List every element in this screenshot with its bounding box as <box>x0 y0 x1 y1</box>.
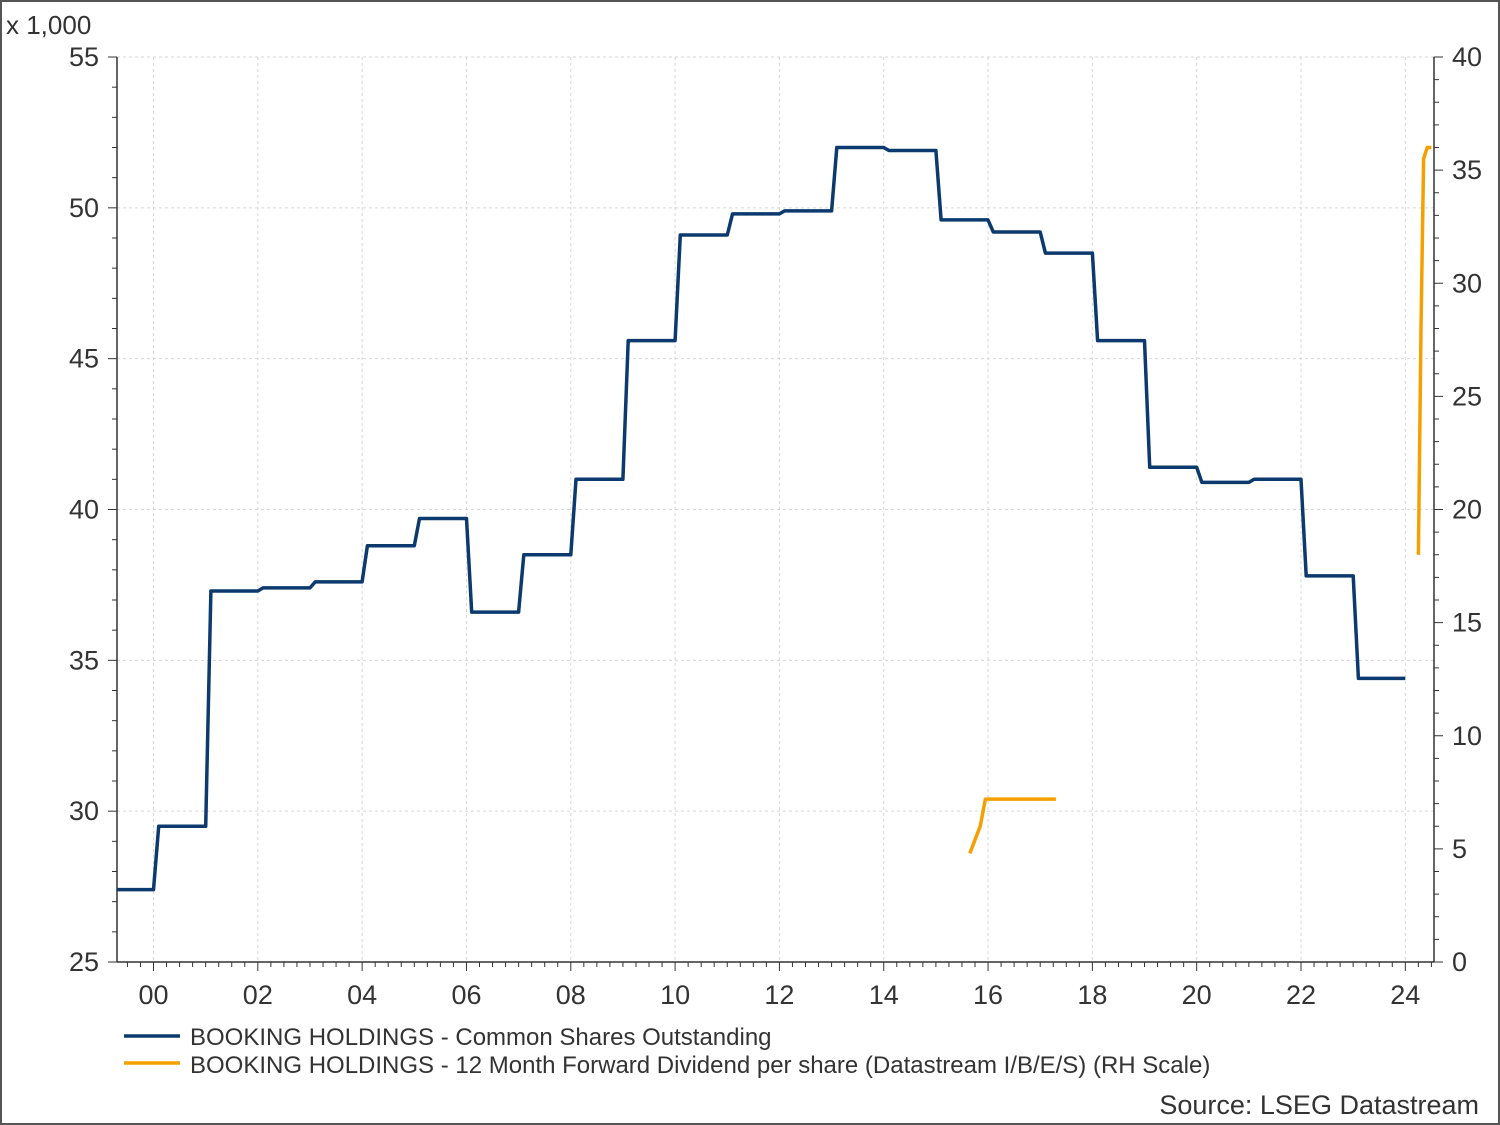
y-left-tick-label: 55 <box>69 42 99 72</box>
series-line-forward-dividend <box>1416 145 1432 555</box>
x-tick-label: 22 <box>1286 980 1316 1010</box>
y-left-tick-label: 30 <box>69 796 99 826</box>
x-tick-label: 02 <box>243 980 273 1010</box>
source-note: Source: LSEG Datastream <box>1159 1090 1479 1120</box>
legend-label-shares: BOOKING HOLDINGS - Common Shares Outstan… <box>190 1024 772 1051</box>
y-right-tick-label: 40 <box>1452 42 1482 72</box>
x-tick-label: 16 <box>973 980 1003 1010</box>
x-tick-label: 14 <box>869 980 899 1010</box>
y-left-tick-label: 45 <box>69 344 99 374</box>
y-right-tick-label: 15 <box>1452 608 1482 638</box>
y-right-tick-label: 20 <box>1452 495 1482 525</box>
x-tick-label: 20 <box>1182 980 1212 1010</box>
x-tick-label: 18 <box>1077 980 1107 1010</box>
x-tick-label: 06 <box>451 980 481 1010</box>
tick-labels: 00 02 04 06 08 10 12 14 16 18 20 22 2425303540455055… <box>69 42 1482 1010</box>
y-right-tick-label: 25 <box>1452 381 1482 411</box>
y-left-tick-label: 35 <box>69 645 99 675</box>
y-right-tick-label: 0 <box>1452 947 1467 977</box>
x-tick-label: 12 <box>764 980 794 1010</box>
series-line-shares-outstanding <box>117 145 1406 892</box>
legend: BOOKING HOLDINGS - Common Shares Outstan… <box>124 1024 1210 1079</box>
y-left-tick-label: 50 <box>69 193 99 223</box>
x-tick-label: 08 <box>556 980 586 1010</box>
y-right-tick-label: 30 <box>1452 268 1482 298</box>
series-layer <box>117 145 1432 892</box>
x-tick-label: 10 <box>660 980 690 1010</box>
x-tick-label: 24 <box>1390 980 1420 1010</box>
y-left-tick-label: 40 <box>69 495 99 525</box>
left-scale-note: x 1,000 <box>6 10 91 40</box>
grid-lines <box>117 56 1434 963</box>
y-left-tick-label: 25 <box>69 947 99 977</box>
y-right-tick-label: 5 <box>1452 834 1467 864</box>
y-right-tick-label: 10 <box>1452 721 1482 751</box>
x-tick-label: 00 <box>138 980 168 1010</box>
legend-label-dividend: BOOKING HOLDINGS - 12 Month Forward Divi… <box>190 1052 1210 1079</box>
x-tick-label: 04 <box>347 980 377 1010</box>
series-line-forward-dividend <box>968 797 1056 855</box>
y-right-tick-label: 35 <box>1452 155 1482 185</box>
axes <box>108 56 1443 971</box>
